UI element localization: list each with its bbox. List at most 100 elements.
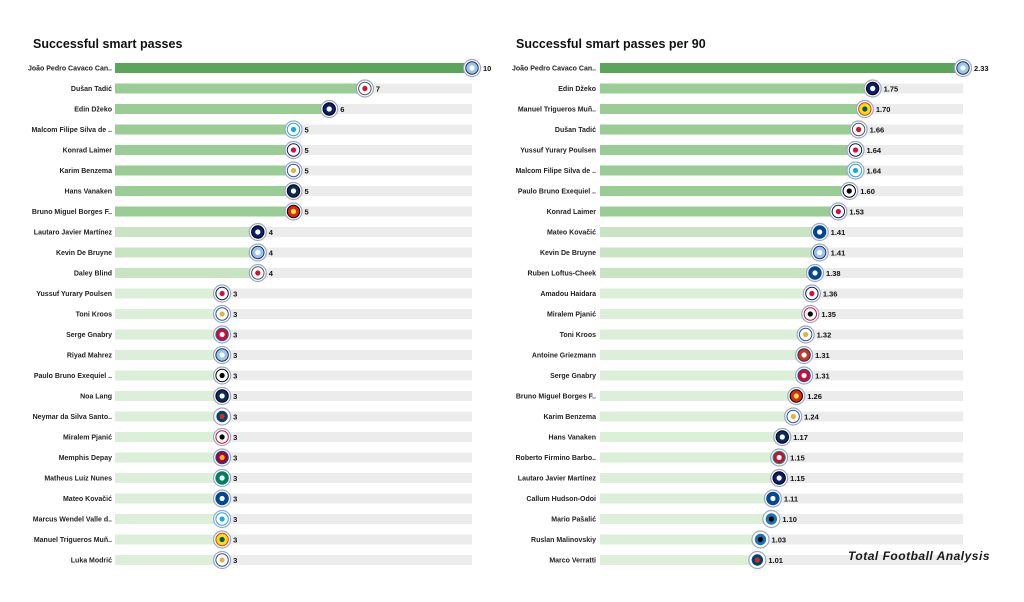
- badge-center: [219, 311, 225, 317]
- value-label: 5: [305, 125, 309, 134]
- value-label: 3: [233, 494, 237, 503]
- value-label: 3: [233, 310, 237, 319]
- club-badge-icon: [284, 181, 303, 201]
- club-badge-icon: [213, 325, 232, 344]
- value-label: 2.33: [974, 64, 989, 73]
- bar-track: [600, 555, 963, 565]
- category-label: Paulo Bruno Exequiel ..: [518, 189, 596, 196]
- club-badge-icon: [213, 345, 232, 365]
- club-badge-icon: [794, 366, 814, 385]
- value-label: 3: [233, 433, 237, 442]
- category-label: Toni Kroos: [560, 332, 597, 339]
- value-label: 1.26: [807, 392, 822, 401]
- value-label: 1.31: [815, 371, 830, 380]
- value-label: 1.31: [815, 351, 830, 360]
- category-label: Kevin De Bruyne: [540, 250, 596, 257]
- badge-center: [776, 475, 782, 481]
- bar: [600, 145, 856, 155]
- club-badge-icon: [248, 222, 267, 242]
- club-badge-icon: [213, 550, 232, 570]
- value-label: 1.32: [817, 330, 832, 339]
- club-badge-icon: [284, 202, 303, 221]
- club-badge-icon: [213, 366, 232, 385]
- value-label: 6: [340, 105, 344, 114]
- bar: [115, 370, 223, 381]
- category-label: Matheus Luiz Nunes: [44, 476, 112, 483]
- category-label: Karim Benzema: [543, 414, 596, 421]
- category-label: Bruno Miguel Borges F..: [516, 394, 596, 401]
- bar-track: [115, 514, 472, 524]
- bar: [600, 186, 850, 196]
- club-badge-icon: [863, 79, 882, 98]
- club-badge-icon: [762, 509, 781, 529]
- value-label: 1.41: [831, 228, 846, 237]
- value-label: 1.24: [804, 412, 819, 421]
- category-label: Dušan Tadić: [71, 86, 112, 93]
- category-label: Antoine Griezmann: [532, 353, 596, 360]
- badge-center: [809, 290, 815, 297]
- club-badge-icon: [763, 489, 783, 508]
- bar: [115, 473, 223, 483]
- chart-title: Successful smart passes: [33, 37, 183, 51]
- bar: [115, 63, 472, 73]
- chart-right: João Pedro Cavaco Can.. 2.33 Edin Džeko 1.7…: [512, 58, 989, 570]
- bar-track: [115, 329, 472, 340]
- value-label: 1.70: [876, 105, 891, 114]
- bar: [115, 288, 223, 299]
- badge-center: [219, 352, 225, 358]
- bar-track: [115, 534, 472, 545]
- badge-center: [754, 557, 760, 563]
- club-badge-icon: [855, 99, 874, 119]
- bar: [115, 555, 223, 565]
- category-label: Mateo Kovačić: [63, 496, 112, 503]
- value-label: 3: [233, 371, 237, 380]
- bar: [115, 124, 294, 135]
- bar: [600, 350, 805, 360]
- value-label: 1.01: [768, 556, 783, 565]
- bar: [115, 309, 223, 319]
- chart-left: João Pedro Cavaco Can.. 10 Dušan Tadić 7 Edi…: [28, 58, 491, 570]
- value-label: 3: [233, 556, 237, 565]
- club-badge-icon: [784, 407, 803, 426]
- category-label: Riyad Mahrez: [67, 353, 113, 360]
- badge-center: [803, 331, 809, 338]
- bar: [600, 391, 797, 401]
- badge-center: [846, 188, 852, 194]
- category-label: Ruslan Malinovskiy: [531, 537, 596, 544]
- club-badge-icon: [796, 325, 815, 344]
- value-label: 5: [305, 166, 309, 175]
- bar: [115, 432, 223, 442]
- club-badge-icon: [829, 202, 848, 221]
- bar: [115, 329, 223, 340]
- bar: [600, 165, 856, 176]
- badge-center: [793, 393, 799, 399]
- value-label: 1.35: [821, 310, 836, 319]
- badge-center: [219, 536, 225, 543]
- category-label: Konrad Laimer: [63, 148, 113, 155]
- value-label: 1.15: [790, 453, 805, 462]
- badge-center: [807, 311, 813, 317]
- bar: [115, 186, 294, 196]
- bar-track: [115, 288, 472, 299]
- category-label: João Pedro Cavaco Can..: [512, 66, 596, 73]
- club-badge-icon: [787, 386, 806, 406]
- badge-center: [219, 393, 225, 399]
- value-label: 3: [233, 515, 237, 524]
- club-badge-icon: [751, 530, 770, 549]
- bar: [600, 370, 805, 381]
- value-label: 4: [269, 269, 274, 278]
- category-label: Edin Džeko: [74, 107, 112, 114]
- club-badge-icon: [801, 304, 820, 324]
- badge-center: [757, 536, 764, 543]
- chart-title: Successful smart passes per 90: [516, 37, 706, 51]
- value-label: 1.53: [849, 207, 864, 216]
- bar: [115, 83, 365, 94]
- category-label: Hans Vanaken: [549, 435, 596, 442]
- category-label: Roberto Firmino Barbo..: [516, 455, 597, 462]
- bar-track: [115, 411, 472, 422]
- bar: [600, 288, 812, 299]
- bar: [600, 268, 815, 278]
- value-label: 10: [483, 64, 491, 73]
- club-badge-icon: [794, 345, 814, 365]
